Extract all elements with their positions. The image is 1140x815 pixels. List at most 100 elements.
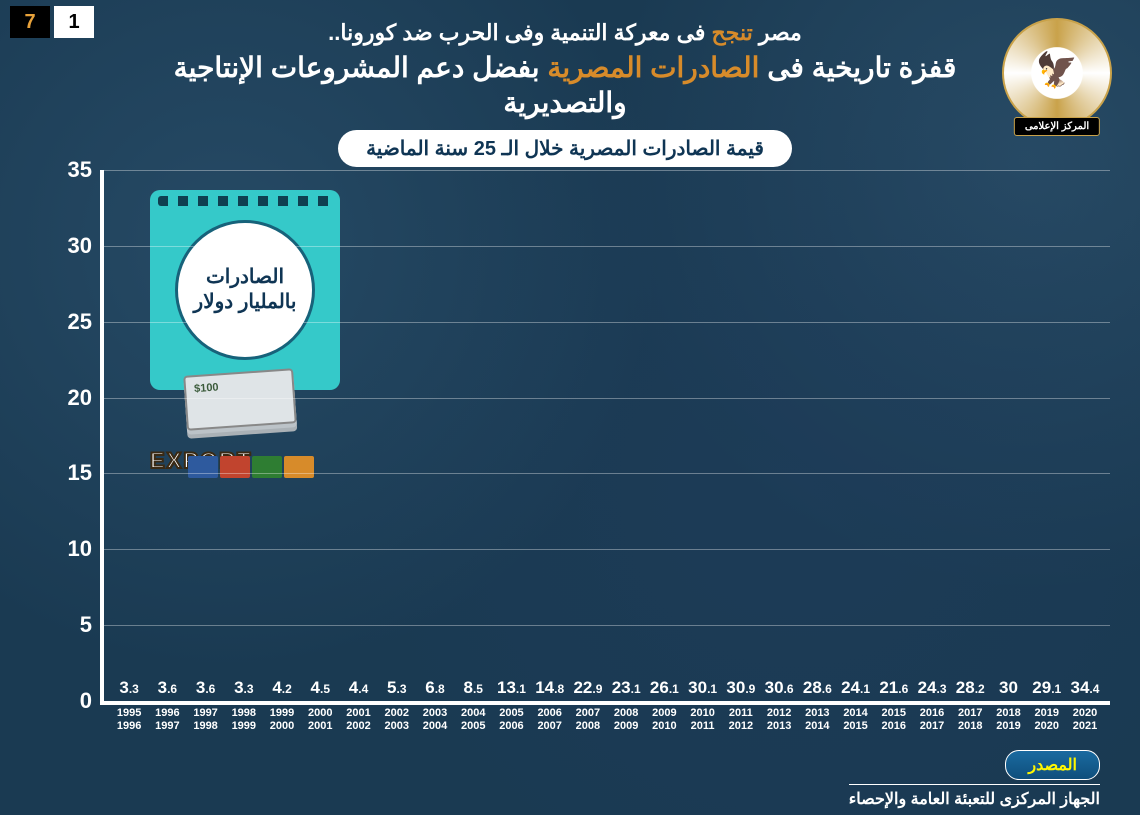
- bar-column: 6.820032004: [416, 678, 454, 701]
- bar-column: 26.120092010: [645, 678, 683, 701]
- bars: 3.3199519963.6199619973.6199719983.31998…: [104, 170, 1110, 701]
- x-label: 20142015: [843, 707, 867, 732]
- source-pill: المصدر: [1005, 750, 1100, 780]
- bar-value: 5.3: [387, 678, 406, 698]
- headline-1: مصر تنجح فى معركة التنمية وفى الحرب ضد ك…: [150, 20, 980, 46]
- bar-value: 30.9: [726, 678, 755, 698]
- bar-value: 4.5: [311, 678, 330, 698]
- x-label: 20182019: [996, 707, 1020, 732]
- x-label: 19971998: [193, 707, 217, 732]
- bar-column: 28.620132014: [798, 678, 836, 701]
- bar-column: 28.220172018: [951, 678, 989, 701]
- bar-value: 22.9: [573, 678, 602, 698]
- gridline: [104, 625, 1110, 626]
- chart: 3.3199519963.6199619973.6199719983.31998…: [40, 170, 1110, 745]
- hl1-pre: مصر: [753, 20, 802, 45]
- x-label: 19992000: [270, 707, 294, 732]
- chart-plot-area: 3.3199519963.6199619973.6199719983.31998…: [100, 170, 1110, 705]
- bar-column: 30.120102011: [684, 678, 722, 701]
- bar-value: 14.8: [535, 678, 564, 698]
- gridline: [104, 246, 1110, 247]
- bar-column: 30.920112012: [722, 678, 760, 701]
- x-label: 20112012: [729, 707, 753, 732]
- gov-seal: 🦅 المركز الإعلامى: [1002, 18, 1112, 128]
- y-tick: 15: [54, 460, 104, 486]
- bar-value: 21.6: [879, 678, 908, 698]
- bar-column: 3.619971998: [186, 678, 224, 701]
- gridline: [104, 473, 1110, 474]
- y-tick: 5: [54, 612, 104, 638]
- bar-column: 3.319951996: [110, 678, 148, 701]
- eagle-icon: 🦅: [1036, 51, 1078, 91]
- y-tick: 10: [54, 536, 104, 562]
- y-tick: 0: [54, 688, 104, 714]
- page-badge-dark: 7: [10, 6, 50, 38]
- gridline: [104, 398, 1110, 399]
- bar-value: 28.2: [956, 678, 985, 698]
- y-tick: 25: [54, 309, 104, 335]
- bar-column: 29.120192020: [1028, 678, 1066, 701]
- headline-2: قفزة تاريخية فى الصادرات المصرية بفضل دع…: [150, 50, 980, 120]
- page-badges: 7 1: [10, 6, 94, 38]
- y-tick: 35: [54, 157, 104, 183]
- bar-column: 3.319981999: [225, 678, 263, 701]
- bar-value: 6.8: [425, 678, 444, 698]
- gridline: [104, 549, 1110, 550]
- bar-value: 8.5: [463, 678, 482, 698]
- bar-column: 3.619961997: [148, 678, 186, 701]
- bar-column: 4.520002001: [301, 678, 339, 701]
- bar-column: 23.120082009: [607, 678, 645, 701]
- bar-value: 24.3: [918, 678, 947, 698]
- hl1-accent: تنجح: [712, 20, 753, 45]
- y-tick: 20: [54, 385, 104, 411]
- x-label: 20002001: [308, 707, 332, 732]
- x-label: 19981999: [232, 707, 256, 732]
- x-label: 20192020: [1034, 707, 1058, 732]
- bar-column: 14.820062007: [531, 678, 569, 701]
- bar-column: 21.620152016: [875, 678, 913, 701]
- bar-value: 26.1: [650, 678, 679, 698]
- bar-column: 5.320022003: [378, 678, 416, 701]
- bar-column: 22.920072008: [569, 678, 607, 701]
- seal-ring: 🦅: [1002, 18, 1112, 128]
- bar-column: 4.219992000: [263, 678, 301, 701]
- bar-column: 24.320162017: [913, 678, 951, 701]
- bar-value: 30: [999, 678, 1018, 698]
- bar-column: 8.520042005: [454, 678, 492, 701]
- bar-value: 28.6: [803, 678, 832, 698]
- bar-value: 3.6: [196, 678, 215, 698]
- gridline: [104, 322, 1110, 323]
- x-label: 20042005: [461, 707, 485, 732]
- bar-value: 30.6: [765, 678, 794, 698]
- x-label: 20092010: [652, 707, 676, 732]
- bar-value: 3.3: [119, 678, 138, 698]
- source-text: الجهاز المركزى للتعبئة العامة والإحصاء: [849, 784, 1100, 809]
- bar-column: 13.120052006: [492, 678, 530, 701]
- x-label: 20072008: [576, 707, 600, 732]
- x-label: 20172018: [958, 707, 982, 732]
- bar-column: 24.120142015: [836, 678, 874, 701]
- bar-value: 34.4: [1071, 678, 1100, 698]
- x-label: 20202021: [1073, 707, 1097, 732]
- bar-value: 3.3: [234, 678, 253, 698]
- bar-column: 30.620122013: [760, 678, 798, 701]
- x-label: 20152016: [882, 707, 906, 732]
- page-badge-light: 1: [54, 6, 94, 38]
- gridline: [104, 170, 1110, 171]
- seal-banner: المركز الإعلامى: [1014, 117, 1100, 136]
- x-label: 20062007: [537, 707, 561, 732]
- x-label: 20012002: [346, 707, 370, 732]
- subtitle-pill: قيمة الصادرات المصرية خلال الـ 25 سنة ال…: [338, 130, 792, 167]
- x-label: 20032004: [423, 707, 447, 732]
- x-label: 19961997: [155, 707, 179, 732]
- x-label: 20102011: [690, 707, 714, 732]
- hl2-accent: الصادرات المصرية: [547, 52, 759, 83]
- headlines: مصر تنجح فى معركة التنمية وفى الحرب ضد ك…: [150, 20, 980, 167]
- bar-value: 23.1: [612, 678, 641, 698]
- bar-value: 13.1: [497, 678, 526, 698]
- x-label: 20022003: [385, 707, 409, 732]
- hl1-post: فى معركة التنمية وفى الحرب ضد كورونا..: [328, 20, 711, 45]
- bar-column: 4.420012002: [339, 678, 377, 701]
- bar-value: 29.1: [1032, 678, 1061, 698]
- y-tick: 30: [54, 233, 104, 259]
